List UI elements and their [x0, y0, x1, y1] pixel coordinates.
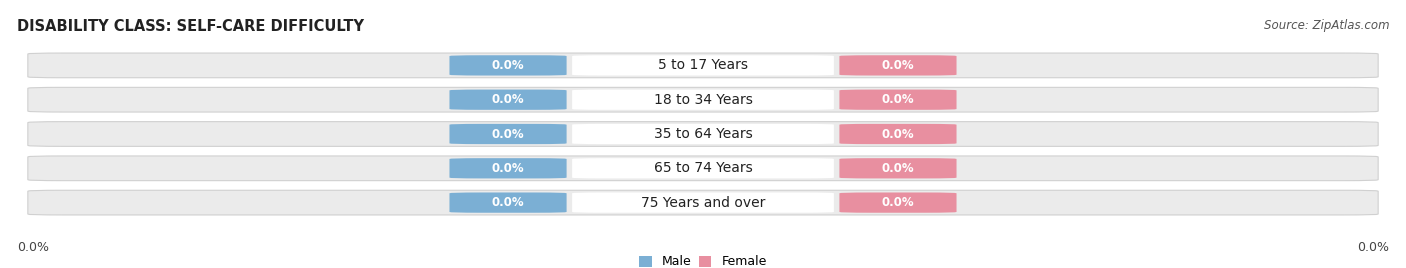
- Text: DISABILITY CLASS: SELF-CARE DIFFICULTY: DISABILITY CLASS: SELF-CARE DIFFICULTY: [17, 19, 364, 34]
- FancyBboxPatch shape: [28, 122, 1378, 146]
- FancyBboxPatch shape: [572, 55, 834, 76]
- Text: 0.0%: 0.0%: [492, 128, 524, 140]
- FancyBboxPatch shape: [450, 55, 567, 76]
- FancyBboxPatch shape: [450, 192, 567, 213]
- FancyBboxPatch shape: [28, 190, 1378, 215]
- Text: 65 to 74 Years: 65 to 74 Years: [654, 161, 752, 175]
- Text: 75 Years and over: 75 Years and over: [641, 196, 765, 210]
- FancyBboxPatch shape: [28, 87, 1378, 112]
- Text: Source: ZipAtlas.com: Source: ZipAtlas.com: [1264, 19, 1389, 32]
- FancyBboxPatch shape: [450, 124, 567, 144]
- FancyBboxPatch shape: [839, 55, 956, 76]
- FancyBboxPatch shape: [572, 124, 834, 144]
- Text: 0.0%: 0.0%: [882, 162, 914, 175]
- Text: 0.0%: 0.0%: [882, 196, 914, 209]
- Text: 0.0%: 0.0%: [1357, 241, 1389, 254]
- FancyBboxPatch shape: [572, 158, 834, 178]
- Text: 35 to 64 Years: 35 to 64 Years: [654, 127, 752, 141]
- Text: 0.0%: 0.0%: [492, 59, 524, 72]
- Text: 0.0%: 0.0%: [882, 59, 914, 72]
- FancyBboxPatch shape: [572, 90, 834, 110]
- Text: 0.0%: 0.0%: [882, 93, 914, 106]
- FancyBboxPatch shape: [572, 192, 834, 213]
- FancyBboxPatch shape: [839, 158, 956, 178]
- Legend: Male, Female: Male, Female: [640, 255, 766, 268]
- FancyBboxPatch shape: [839, 192, 956, 213]
- FancyBboxPatch shape: [839, 124, 956, 144]
- Text: 0.0%: 0.0%: [882, 128, 914, 140]
- Text: 0.0%: 0.0%: [492, 196, 524, 209]
- FancyBboxPatch shape: [28, 156, 1378, 181]
- Text: 18 to 34 Years: 18 to 34 Years: [654, 93, 752, 107]
- FancyBboxPatch shape: [28, 53, 1378, 78]
- FancyBboxPatch shape: [839, 90, 956, 110]
- Text: 0.0%: 0.0%: [492, 93, 524, 106]
- FancyBboxPatch shape: [450, 158, 567, 178]
- FancyBboxPatch shape: [450, 90, 567, 110]
- Text: 0.0%: 0.0%: [492, 162, 524, 175]
- Text: 5 to 17 Years: 5 to 17 Years: [658, 58, 748, 72]
- Text: 0.0%: 0.0%: [17, 241, 49, 254]
